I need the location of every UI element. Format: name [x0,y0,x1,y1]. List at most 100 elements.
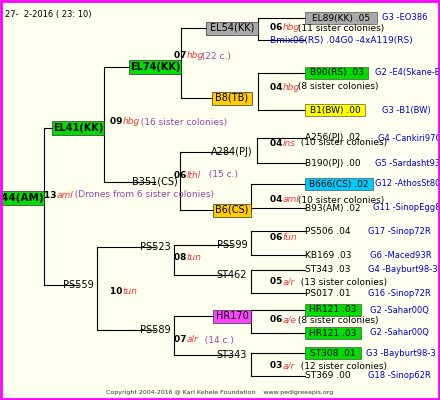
Text: ST369 .00: ST369 .00 [305,372,351,380]
Text: G17 -Sinop72R: G17 -Sinop72R [368,226,431,236]
Text: aml: aml [282,196,299,204]
Text: hbg: hbg [187,52,204,60]
Text: Copyright 2004-2016 @ Karl Kehele Foundation    www.pedigreeapis.org: Copyright 2004-2016 @ Karl Kehele Founda… [106,390,334,395]
Text: EL54(KK): EL54(KK) [210,23,254,33]
FancyBboxPatch shape [305,304,361,316]
Text: ST462: ST462 [217,270,247,280]
FancyBboxPatch shape [213,310,251,322]
Text: 27-  2-2016 ( 23: 10): 27- 2-2016 ( 23: 10) [5,10,92,19]
Text: G18 -Sinop62R: G18 -Sinop62R [368,372,431,380]
Text: (14 c.): (14 c.) [199,336,234,344]
FancyBboxPatch shape [305,12,377,24]
Text: 08: 08 [174,254,190,262]
Text: G3 -B1(BW): G3 -B1(BW) [382,106,431,114]
Text: B93(AM) .02: B93(AM) .02 [305,204,361,212]
Text: 09: 09 [110,118,126,126]
Text: 03: 03 [270,362,286,370]
FancyBboxPatch shape [305,178,373,190]
Text: 10: 10 [110,288,125,296]
Text: G2 -Sahar00Q: G2 -Sahar00Q [370,306,429,314]
Text: G2 -Sahar00Q: G2 -Sahar00Q [370,328,429,338]
Text: G3 -EO386: G3 -EO386 [382,14,428,22]
Text: B90(RS) .03: B90(RS) .03 [310,68,363,78]
Text: G11 -SinopEgg86R: G11 -SinopEgg86R [373,204,440,212]
Text: 05: 05 [270,278,286,286]
Text: KB169 .03: KB169 .03 [305,250,352,260]
Text: (16 sister colonies): (16 sister colonies) [135,118,227,126]
Text: tun: tun [187,254,202,262]
Text: ins: ins [282,138,296,148]
Text: 06: 06 [270,24,286,32]
Text: hbg: hbg [123,118,140,126]
Text: ST308 .01: ST308 .01 [310,348,356,358]
Text: (Drones from 6 sister colonies): (Drones from 6 sister colonies) [69,190,214,200]
Text: 04: 04 [270,196,286,204]
Text: 07: 07 [174,52,190,60]
Text: G3 -Bayburt98-3: G3 -Bayburt98-3 [366,348,436,358]
FancyBboxPatch shape [212,92,252,104]
Text: HR170: HR170 [216,311,248,321]
Text: A256(PJ) .02: A256(PJ) .02 [305,134,360,142]
Text: Bmix06(RS) .04G0 -4xA119(RS): Bmix06(RS) .04G0 -4xA119(RS) [270,36,413,44]
Text: 04: 04 [270,82,286,92]
Text: PS017 .01: PS017 .01 [305,288,351,298]
Text: (15 c.): (15 c.) [203,170,238,180]
Text: alr: alr [187,336,198,344]
Text: hbg: hbg [282,24,300,32]
Text: (8 sister colonies): (8 sister colonies) [295,82,379,92]
FancyBboxPatch shape [129,60,181,74]
Text: G6 -Maced93R: G6 -Maced93R [370,250,432,260]
Text: HR121 .03: HR121 .03 [309,306,357,314]
Text: B190(PJ) .00: B190(PJ) .00 [305,158,361,168]
FancyBboxPatch shape [305,104,365,116]
Text: (13 sister colonies): (13 sister colonies) [295,278,387,286]
Text: A284(PJ): A284(PJ) [211,147,253,157]
Text: EL74(KK): EL74(KK) [130,62,180,72]
Text: G5 -Sardasht93R: G5 -Sardasht93R [375,158,440,168]
Text: EL89(KK) .05: EL89(KK) .05 [312,14,370,22]
Text: B6(CS): B6(CS) [215,205,249,215]
Text: G12 -AthosSt80R: G12 -AthosSt80R [375,180,440,188]
Text: G4 -Cankiri97Q: G4 -Cankiri97Q [378,134,440,142]
FancyBboxPatch shape [213,204,251,216]
Text: 13: 13 [44,190,60,200]
Text: lthl: lthl [187,170,201,180]
Text: ST343: ST343 [217,350,247,360]
Text: PS523: PS523 [139,242,170,252]
Text: 06: 06 [270,316,286,324]
Text: B666(CS) .02: B666(CS) .02 [309,180,369,188]
FancyBboxPatch shape [305,347,361,359]
Text: PS599: PS599 [216,240,247,250]
Text: B44(AM): B44(AM) [0,193,43,203]
Text: 04: 04 [270,138,286,148]
Text: aml: aml [57,190,73,200]
Text: ST343 .03: ST343 .03 [305,266,351,274]
Text: G2 -E4(Skane-B): G2 -E4(Skane-B) [375,68,440,78]
Text: 07: 07 [174,336,190,344]
Text: PS559: PS559 [62,280,93,290]
Text: a/r: a/r [282,278,295,286]
Text: PS589: PS589 [139,325,170,335]
FancyBboxPatch shape [52,121,104,135]
Text: B351(CS): B351(CS) [132,177,178,187]
Text: G16 -Sinop72R: G16 -Sinop72R [368,288,431,298]
Text: (10 sister colonies): (10 sister colonies) [295,196,385,204]
Text: (10 sister colonies): (10 sister colonies) [295,138,387,148]
Text: tun: tun [123,288,138,296]
FancyBboxPatch shape [206,22,258,34]
Text: B8(TB): B8(TB) [216,93,249,103]
FancyBboxPatch shape [0,191,44,205]
Text: B1(BW) .00: B1(BW) .00 [310,106,360,114]
Text: a/r: a/r [282,362,295,370]
FancyBboxPatch shape [305,67,368,79]
Text: 06: 06 [174,170,190,180]
Text: (11 sister colonies): (11 sister colonies) [295,24,385,32]
Text: EL41(KK): EL41(KK) [53,123,103,133]
Text: PS506 .04: PS506 .04 [305,226,351,236]
Text: hbg: hbg [282,82,300,92]
Text: (8 sister colonies): (8 sister colonies) [295,316,379,324]
Text: (12 sister colonies): (12 sister colonies) [295,362,387,370]
Text: fun: fun [282,232,297,242]
FancyBboxPatch shape [305,327,361,339]
Text: 06: 06 [270,232,286,242]
